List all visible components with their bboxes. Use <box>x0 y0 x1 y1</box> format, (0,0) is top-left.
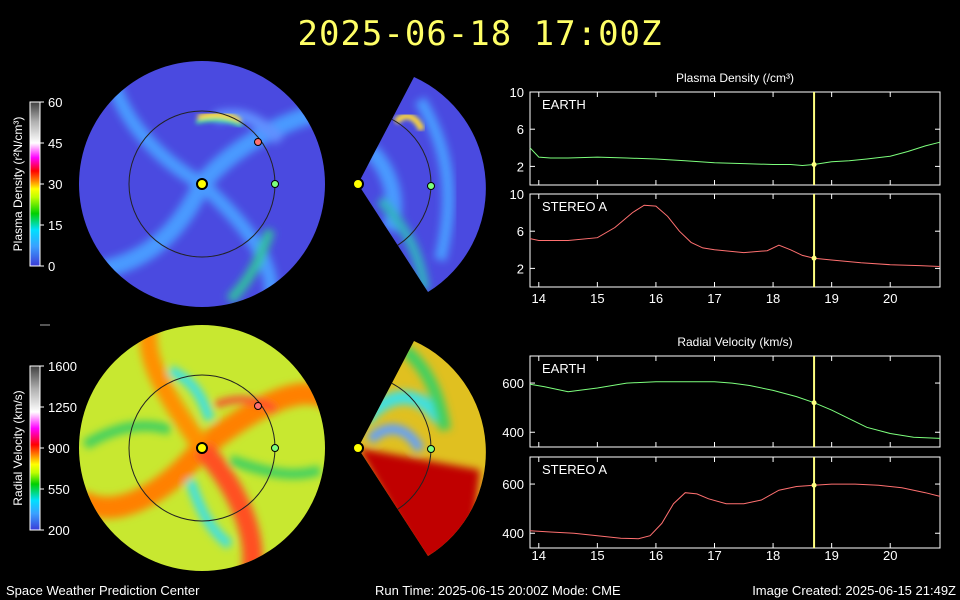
x-tick-label: 17 <box>707 291 721 306</box>
y-tick-label: 10 <box>510 85 524 100</box>
x-tick-label: 18 <box>766 291 780 306</box>
y-tick-label: 2 <box>517 159 524 174</box>
velocity-tick: 200 <box>48 523 70 538</box>
sun-marker <box>196 442 208 454</box>
panel-label: STEREO A <box>542 199 607 214</box>
earth-marker <box>271 180 279 188</box>
stereo-a-marker <box>254 402 262 410</box>
panel-frame <box>529 355 941 448</box>
y-tick-label: 10 <box>510 187 524 202</box>
velocity-tick: 1600 <box>48 359 77 374</box>
panel-frame <box>529 91 941 186</box>
series-line <box>529 381 941 439</box>
page-title: 2025-06-18 17:00Z <box>297 14 663 54</box>
sun-marker <box>352 442 364 454</box>
x-tick-label: 16 <box>649 548 663 563</box>
x-tick-label: 17 <box>707 548 721 563</box>
chart-title: Plasma Density (/cm³) <box>676 71 794 85</box>
x-tick-label: 15 <box>590 291 604 306</box>
footer-center: Space Weather Prediction Center <box>6 583 200 598</box>
x-tick-label: 19 <box>824 548 838 563</box>
y-tick-label: 400 <box>502 526 524 541</box>
velocity-tick: 1250 <box>48 400 77 415</box>
series-line <box>529 141 941 167</box>
y-tick-label: 2 <box>517 261 524 276</box>
density-ecliptic-map <box>79 61 325 307</box>
x-tick-label: 18 <box>766 548 780 563</box>
sun-marker <box>352 178 364 190</box>
sun-marker <box>196 178 208 190</box>
series-line <box>529 204 941 267</box>
x-tick-label: 20 <box>883 548 897 563</box>
velocity-tick: 550 <box>48 482 70 497</box>
chart-title: Radial Velocity (km/s) <box>677 335 792 349</box>
y-tick-label: 6 <box>517 122 524 137</box>
earth-marker <box>427 182 435 190</box>
series-line <box>529 483 941 540</box>
density-meridional-map <box>352 77 486 292</box>
earth-marker <box>271 444 279 452</box>
x-tick-label: 15 <box>590 548 604 563</box>
density-colorbar: 60 45 30 15 0 Plasma Density (r²N/cm³) <box>11 95 62 274</box>
velocity-colorbar-label: Radial Velocity (km/s) <box>11 390 25 505</box>
panel-frame <box>529 456 941 549</box>
density-tick: 30 <box>48 177 62 192</box>
x-tick-label: 20 <box>883 291 897 306</box>
y-tick-label: 600 <box>502 376 524 391</box>
x-tick-label: 19 <box>824 291 838 306</box>
footer-runtime: Run Time: 2025-06-15 20:00Z Mode: CME <box>375 583 621 598</box>
panel-label: EARTH <box>542 361 586 376</box>
density-colorbar-label: Plasma Density (r²N/cm³) <box>11 117 25 252</box>
density-tick: 15 <box>48 218 62 233</box>
stereo-a-marker <box>254 138 262 146</box>
velocity-colorbar: 1600 1250 900 550 200 Radial Velocity (k… <box>11 359 77 538</box>
y-tick-label: 400 <box>502 425 524 440</box>
density-tick: 45 <box>48 136 62 151</box>
x-tick-label: 14 <box>532 291 546 306</box>
density-tick: 60 <box>48 95 62 110</box>
density-tick: 0 <box>48 259 55 274</box>
velocity-tick: 900 <box>48 441 70 456</box>
panel-label: EARTH <box>542 97 586 112</box>
footer-created: Image Created: 2025-06-15 21:49Z <box>752 583 956 598</box>
panel-frame <box>529 193 941 288</box>
y-tick-label: 6 <box>517 224 524 239</box>
earth-marker <box>427 445 435 453</box>
x-tick-label: 14 <box>532 548 546 563</box>
x-tick-label: 16 <box>649 291 663 306</box>
y-tick-label: 600 <box>502 477 524 492</box>
panel-label: STEREO A <box>542 462 607 477</box>
